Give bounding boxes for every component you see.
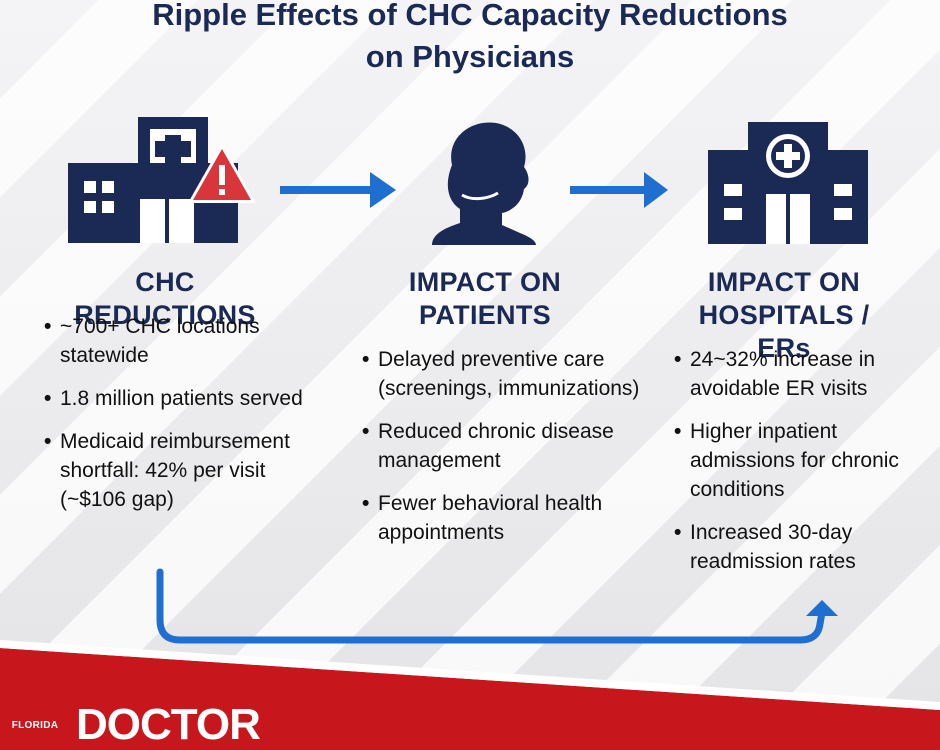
logo-large: DOCTOR — [76, 700, 261, 749]
return-arrow-icon — [156, 568, 838, 644]
chc-reductions-list: ~700+ CHC locations statewide 1.8 millio… — [44, 312, 334, 528]
list-item: 24~32% increase in avoidable ER visits — [674, 345, 904, 403]
impact-on-patients-list: Delayed preventive care (screenings, imm… — [362, 345, 652, 561]
heading-line-1: IMPACT ON — [707, 267, 861, 297]
right-arrow-icon — [570, 172, 668, 208]
logo-small: FLORIDA — [0, 705, 70, 745]
hospital-icon — [708, 122, 868, 244]
list-item: Increased 30-day readmission rates — [674, 518, 904, 576]
heading-line-2: PATIENTS — [419, 300, 551, 330]
column-heading-impact-on-patients: IMPACT ON PATIENTS — [370, 266, 600, 332]
list-item: 1.8 million patients served — [44, 384, 334, 413]
list-item: Higher inpatient admissions for chronic … — [674, 417, 904, 504]
building-warning-icon — [68, 117, 256, 243]
page-title: Ripple Effects of CHC Capacity Reduction… — [0, 0, 940, 78]
heading-line-1: IMPACT ON — [408, 267, 562, 297]
list-item: Delayed preventive care (screenings, imm… — [362, 345, 652, 403]
patient-icon — [432, 122, 536, 245]
footer-band — [0, 640, 940, 750]
right-arrow-icon — [280, 172, 396, 208]
list-item: ~700+ CHC locations statewide — [44, 312, 334, 370]
title-line-1: Ripple Effects of CHC Capacity Reduction… — [152, 0, 788, 32]
list-item: Reduced chronic disease management — [362, 417, 652, 475]
title-line-2: on Physicians — [365, 39, 575, 74]
impact-on-hospitals-list: 24~32% increase in avoidable ER visits H… — [674, 345, 904, 590]
list-item: Medicaid reimbursement shortfall: 42% pe… — [44, 427, 334, 514]
list-item: Fewer behavioral health appointments — [362, 489, 652, 547]
